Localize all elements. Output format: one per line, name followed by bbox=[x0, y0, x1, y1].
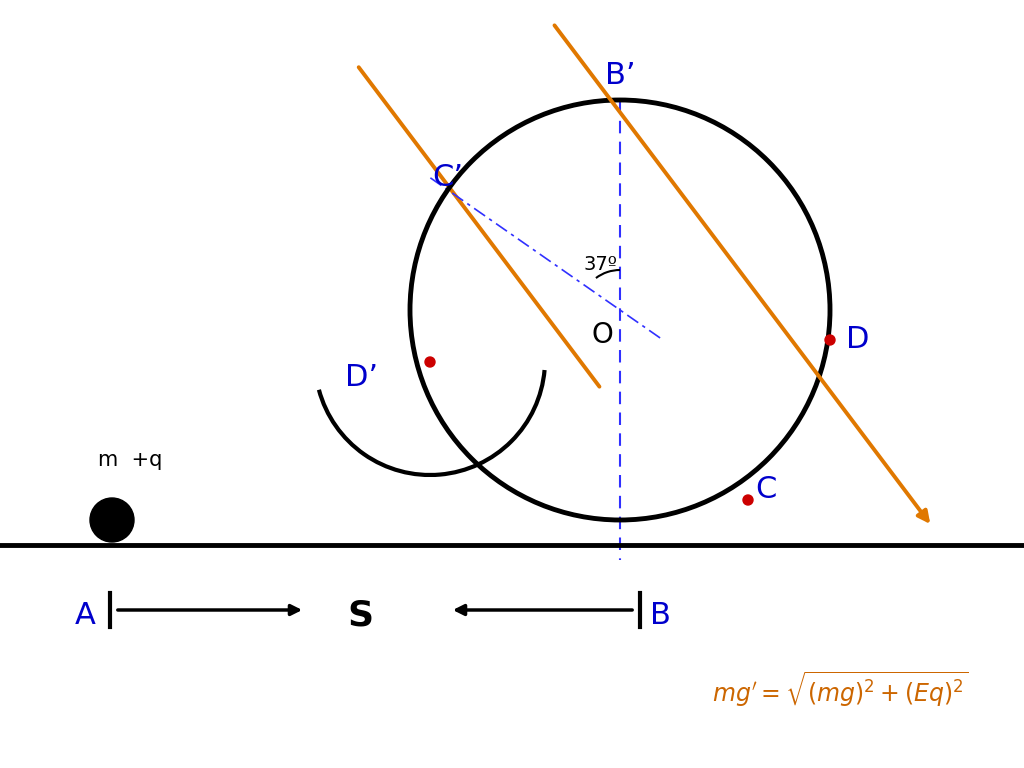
Text: 37º: 37º bbox=[583, 256, 616, 274]
Text: O: O bbox=[591, 321, 613, 349]
Circle shape bbox=[90, 498, 134, 542]
Circle shape bbox=[425, 357, 435, 367]
Circle shape bbox=[743, 495, 753, 505]
Text: B’: B’ bbox=[605, 61, 635, 90]
Text: D: D bbox=[846, 326, 869, 355]
Text: m  +q: m +q bbox=[98, 450, 162, 470]
Text: B: B bbox=[649, 601, 671, 630]
Text: A: A bbox=[75, 601, 95, 630]
Text: C’: C’ bbox=[432, 164, 464, 193]
Text: S: S bbox=[347, 598, 373, 632]
Text: C: C bbox=[756, 475, 776, 505]
Text: D’: D’ bbox=[345, 363, 379, 392]
Text: $mg'= \sqrt{(mg)^2 + (Eq)^2}$: $mg'= \sqrt{(mg)^2 + (Eq)^2}$ bbox=[712, 670, 969, 710]
Circle shape bbox=[825, 335, 835, 345]
